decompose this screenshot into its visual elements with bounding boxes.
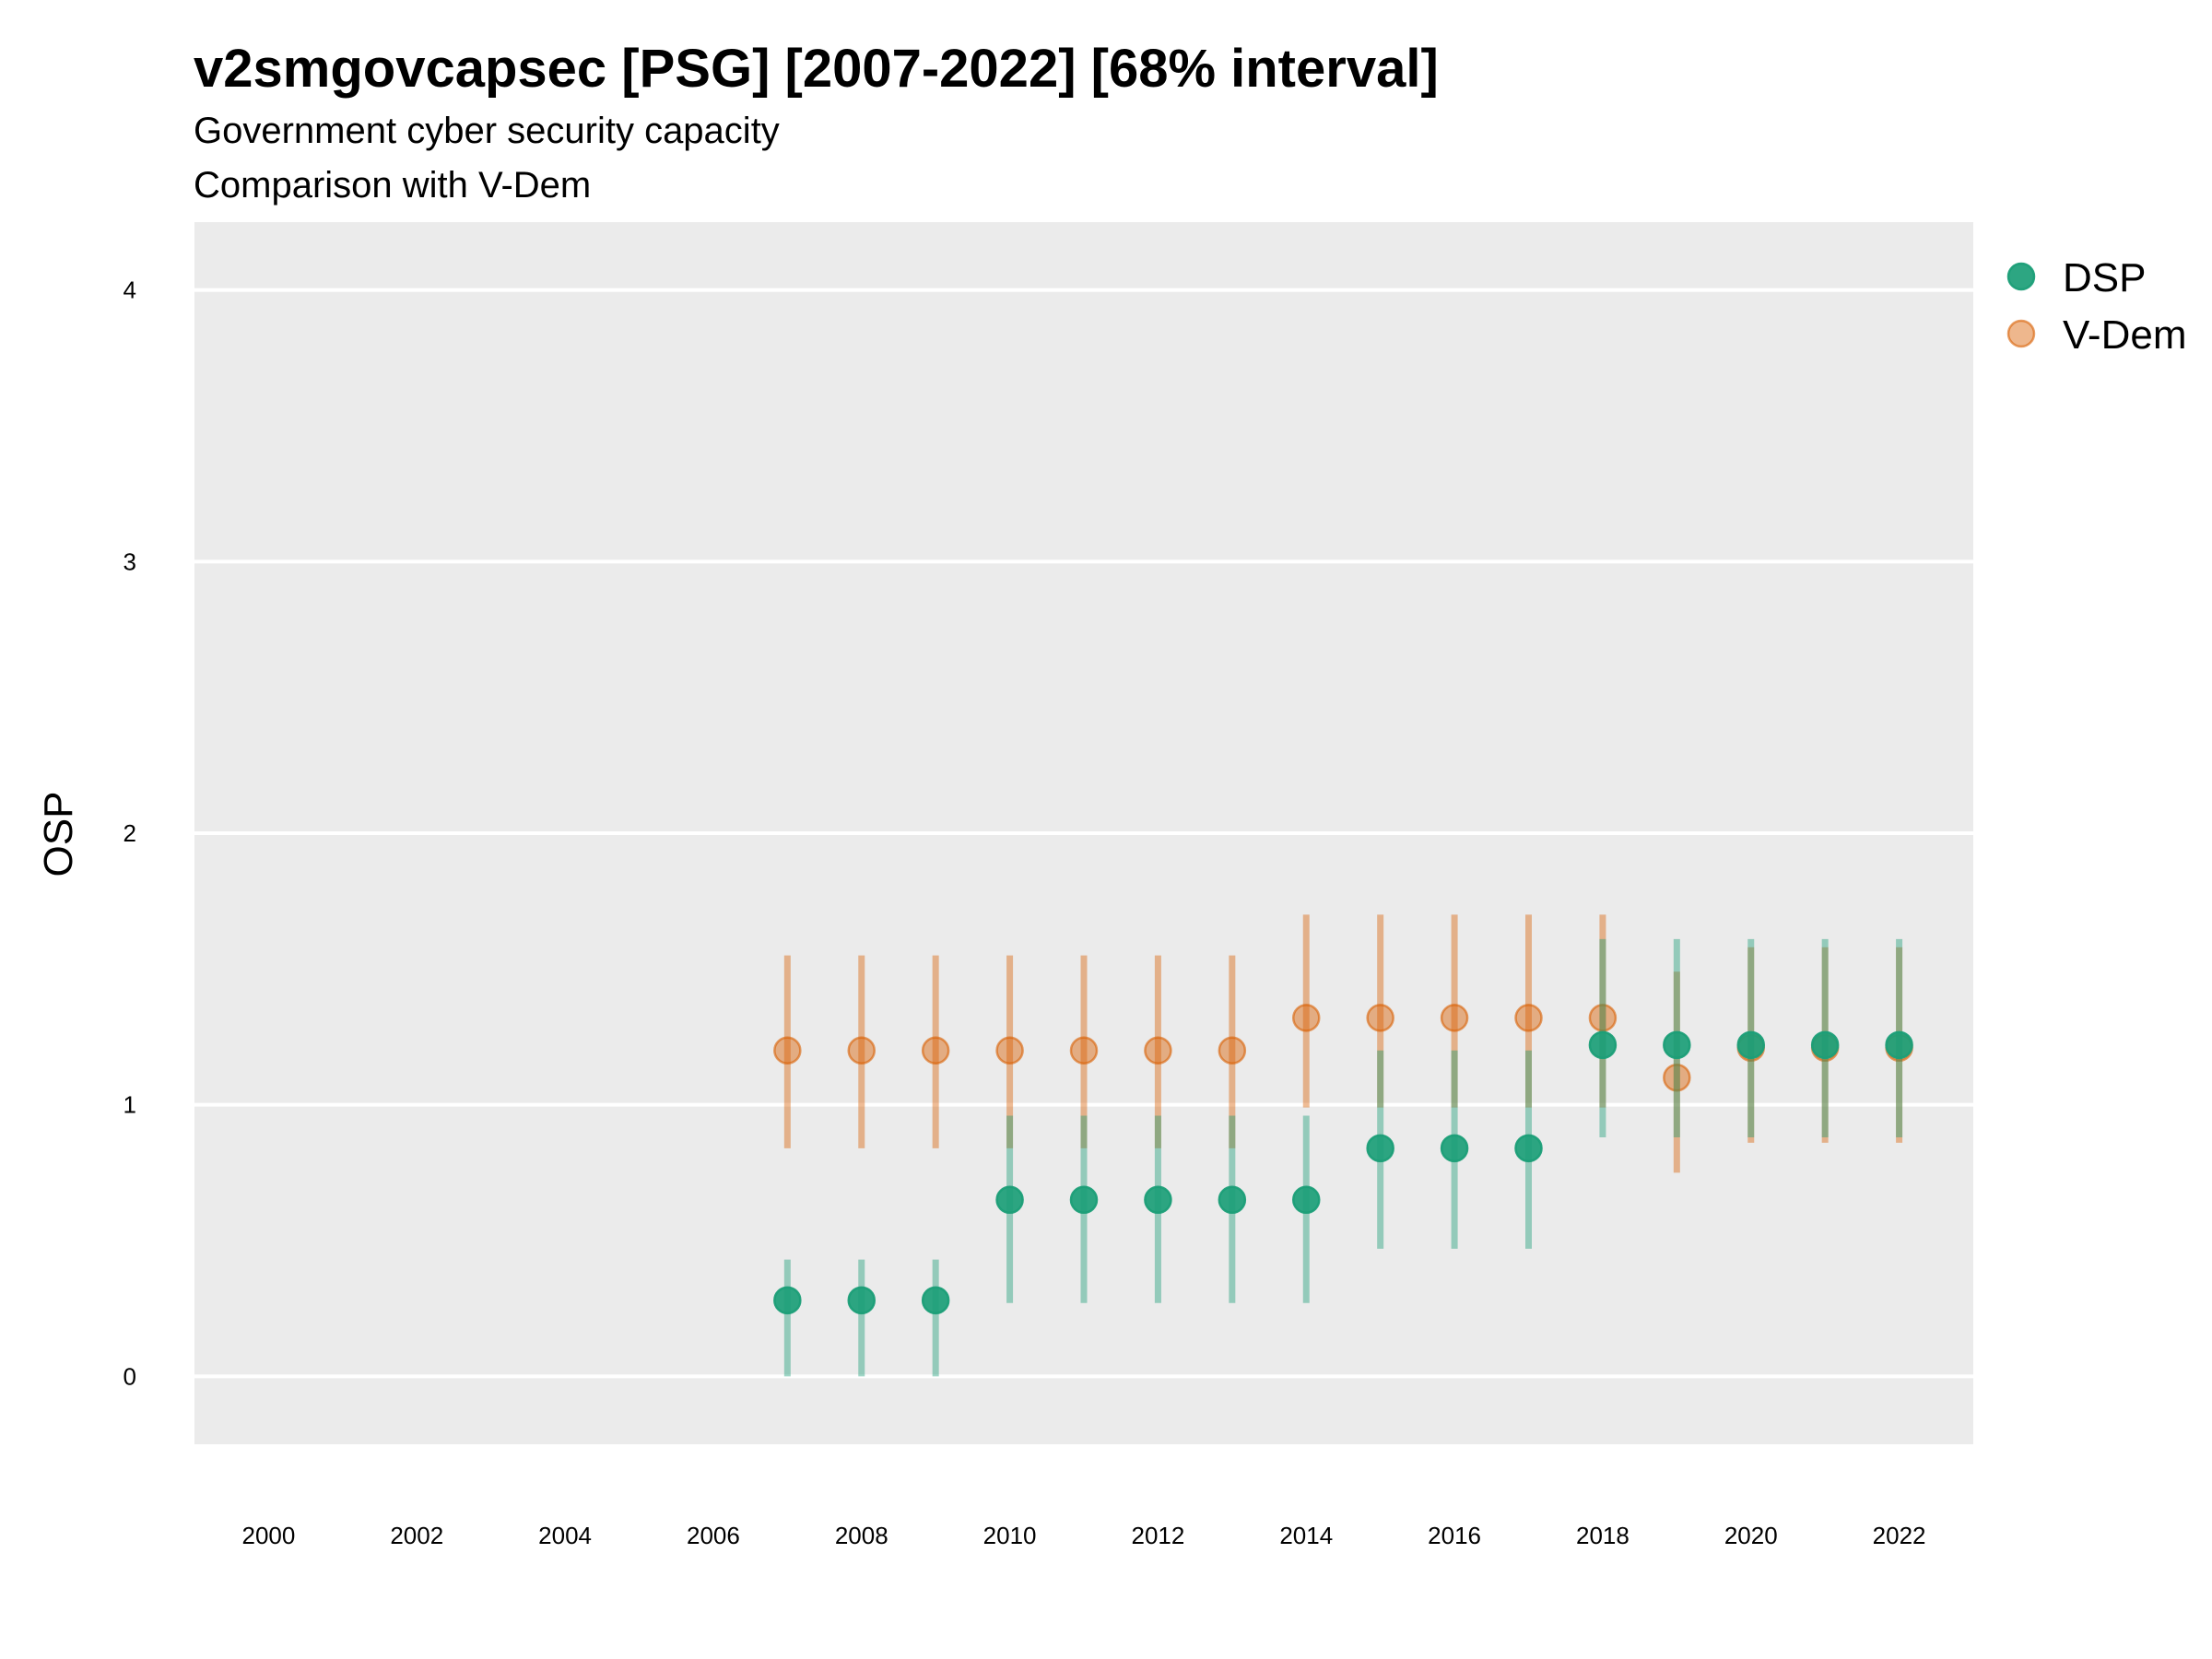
x-tick-label: 2012 [1131, 1522, 1184, 1549]
legend-item-dsp: DSP [2006, 255, 2146, 300]
data-series [773, 914, 1913, 1377]
legend-label-dsp: DSP [2063, 255, 2146, 300]
x-tick-label: 2010 [983, 1522, 1037, 1549]
v-dem-point [1366, 1004, 1394, 1032]
dsp-point [1440, 1134, 1469, 1163]
x-tick-labels: 2000 2002 2004 2006 2008 2010 2012 2014 2016 2018… [241, 1522, 1925, 1549]
dsp-point [847, 1286, 876, 1315]
v-dem-point [1218, 1036, 1247, 1065]
dsp-point [921, 1286, 950, 1315]
chart-title: v2smgovcapsec [PSG] [2007-2022] [68% int… [194, 39, 1439, 99]
dsp-point [1218, 1185, 1247, 1215]
dsp-point [1366, 1134, 1394, 1163]
x-tick-label: 2000 [241, 1522, 295, 1549]
grid-lines [194, 288, 1973, 1379]
v-dem-point [1440, 1004, 1469, 1032]
x-tick-label: 2014 [1279, 1522, 1333, 1549]
v-dem-point [1663, 1063, 1691, 1092]
v-dem-point [1069, 1036, 1099, 1065]
dsp-point [1885, 1030, 1913, 1060]
y-tick-labels: 0 1 2 3 4 [124, 276, 136, 1391]
x-tick-label: 2006 [687, 1522, 740, 1549]
dsp-point [1663, 1030, 1691, 1060]
dsp-point [1292, 1185, 1321, 1215]
legend-label-v-dem: V-Dem [2063, 312, 2186, 358]
dsp-point [1810, 1030, 1840, 1060]
dsp-point [995, 1185, 1024, 1215]
v-dem-point [1292, 1004, 1321, 1032]
v-dem-point [847, 1036, 876, 1065]
v-dem-point [995, 1036, 1024, 1065]
x-tick-label: 2018 [1576, 1522, 1630, 1549]
dsp-point [1069, 1185, 1099, 1215]
y-tick-label: 0 [124, 1362, 136, 1390]
legend-key-v-dem [2006, 319, 2036, 348]
v-dem-point [773, 1036, 802, 1065]
v-dem-point [1144, 1036, 1172, 1065]
v-dem-point [1514, 1004, 1543, 1032]
dsp-point [1144, 1185, 1172, 1215]
x-tick-label: 2008 [835, 1522, 888, 1549]
x-tick-label: 2002 [390, 1522, 443, 1549]
dsp-point [1736, 1030, 1765, 1060]
x-tick-label: 2022 [1873, 1522, 1926, 1549]
y-tick-label: 1 [124, 1091, 136, 1119]
legend: DSP V-Dem [2006, 255, 2186, 358]
dsp-point [773, 1286, 802, 1315]
legend-key-dsp [2006, 262, 2036, 291]
x-tick-label: 2016 [1428, 1522, 1481, 1549]
chart-subtitle-2: Comparison with V-Dem [194, 165, 591, 206]
y-tick-label: 2 [124, 819, 136, 847]
chart-subtitle: Government cyber security capacity [194, 111, 780, 151]
x-tick-label: 2004 [538, 1522, 592, 1549]
series-v-dem [773, 914, 1913, 1173]
x-tick-label: 2020 [1724, 1522, 1778, 1549]
y-tick-label: 3 [124, 547, 136, 575]
legend-item-v-dem: V-Dem [2006, 312, 2186, 358]
v-dem-point [921, 1036, 950, 1065]
dsp-point [1514, 1134, 1543, 1163]
y-axis-label: OSP [36, 792, 81, 877]
v-dem-point [1588, 1004, 1618, 1032]
series-dsp [773, 938, 1913, 1377]
y-tick-label: 4 [124, 276, 136, 304]
dsp-point [1588, 1030, 1618, 1060]
